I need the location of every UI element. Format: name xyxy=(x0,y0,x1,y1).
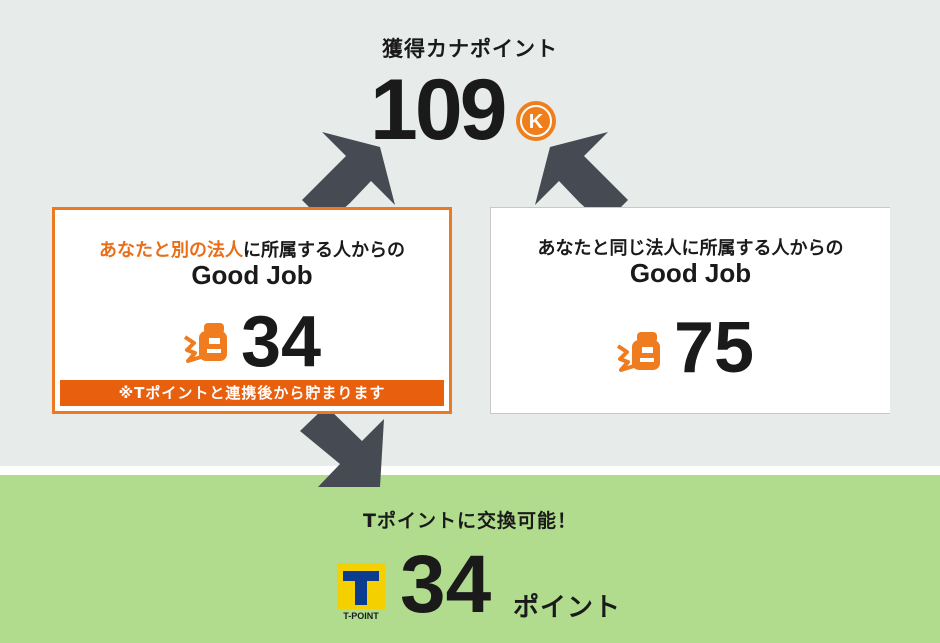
arrow-down-right-icon xyxy=(300,406,384,487)
arrow-up-left-icon xyxy=(535,132,628,224)
card-title-highlight: あなたと別の法人 xyxy=(99,240,243,261)
fist-bump-icon xyxy=(183,323,227,363)
kana-icon-letter: K xyxy=(529,111,544,133)
exchange-value: 34 xyxy=(400,539,492,630)
card-subtitle: Good Job xyxy=(629,258,752,288)
card-subtitle: Good Job xyxy=(191,260,313,290)
card-count-row: 75 xyxy=(491,308,890,388)
t-point-logo-text: T-POINT xyxy=(343,611,379,620)
same-company-goodjob-card: あなたと同じ法人に所属する人からの Good Job 75 xyxy=(490,207,890,414)
bottom-section xyxy=(0,475,940,643)
card-title: あなたと別の法人に所属する人からの xyxy=(55,236,449,262)
card-count-row: 34 xyxy=(55,302,449,382)
kana-point-coin-icon: K xyxy=(516,101,556,141)
exchange-unit: ポイント xyxy=(513,593,622,623)
card-title-rest: に所属する人からの xyxy=(243,240,405,261)
fist-bump-icon xyxy=(616,332,660,372)
total-label: 獲得カナポイント xyxy=(382,37,558,61)
total-value: 109 xyxy=(370,62,507,158)
t-point-logo-icon: T-POINT xyxy=(337,563,385,620)
card-count: 75 xyxy=(674,308,755,388)
link-notice-banner: ※Tポイントと連携後から貯まります xyxy=(60,380,444,406)
section-divider xyxy=(0,466,940,475)
exchange-label: Tポイントに交換可能！ xyxy=(363,510,577,532)
other-company-goodjob-card: あなたと別の法人に所属する人からの Good Job 34 ※Tポイントと連携後… xyxy=(52,207,452,414)
card-title: あなたと同じ法人に所属する人からの xyxy=(537,238,844,259)
card-count: 34 xyxy=(241,302,322,382)
arrow-up-right-icon xyxy=(302,132,395,224)
